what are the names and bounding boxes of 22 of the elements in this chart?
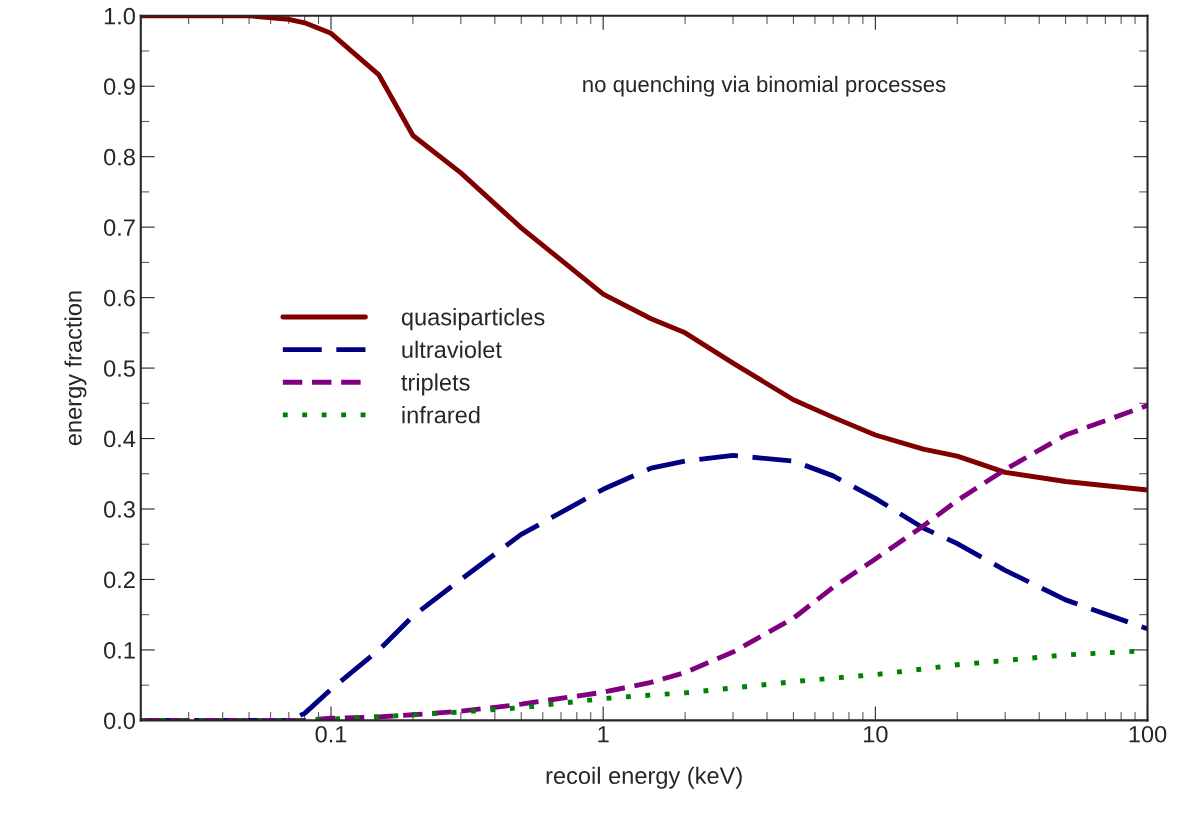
annotation: no quenching via binomial processes: [583, 75, 946, 97]
y-tick-label: 0.7: [104, 219, 135, 236]
x-tick-label: 100: [1129, 725, 1167, 743]
y-tick-label: 0.5: [104, 360, 135, 377]
y-tick-label: 0.6: [104, 289, 135, 307]
x-tick-label: 0.1: [315, 725, 347, 743]
legend-label: triplets: [401, 373, 470, 396]
x-tick-label: 10: [864, 725, 888, 743]
y-tick-label: 0.2: [104, 571, 135, 589]
y-tick-label: 1.0: [104, 7, 135, 25]
y-tick-label: 0.1: [104, 642, 135, 659]
legend-label: infrared: [402, 406, 480, 424]
x-tick-label: 1: [598, 726, 609, 743]
y-tick-label: 0.3: [104, 501, 135, 518]
legend-label: quasiparticles: [401, 308, 545, 331]
y-tick-label: 0.4: [104, 430, 136, 448]
y-tick-label: 0.0: [104, 712, 135, 730]
x-axis-title: recoil energy (keV): [546, 766, 742, 789]
y-tick-label: 0.9: [104, 78, 135, 95]
y-axis-title: energy fraction: [64, 291, 87, 446]
legend-label: ultraviolet: [402, 340, 502, 359]
y-tick-label: 0.8: [104, 148, 135, 166]
